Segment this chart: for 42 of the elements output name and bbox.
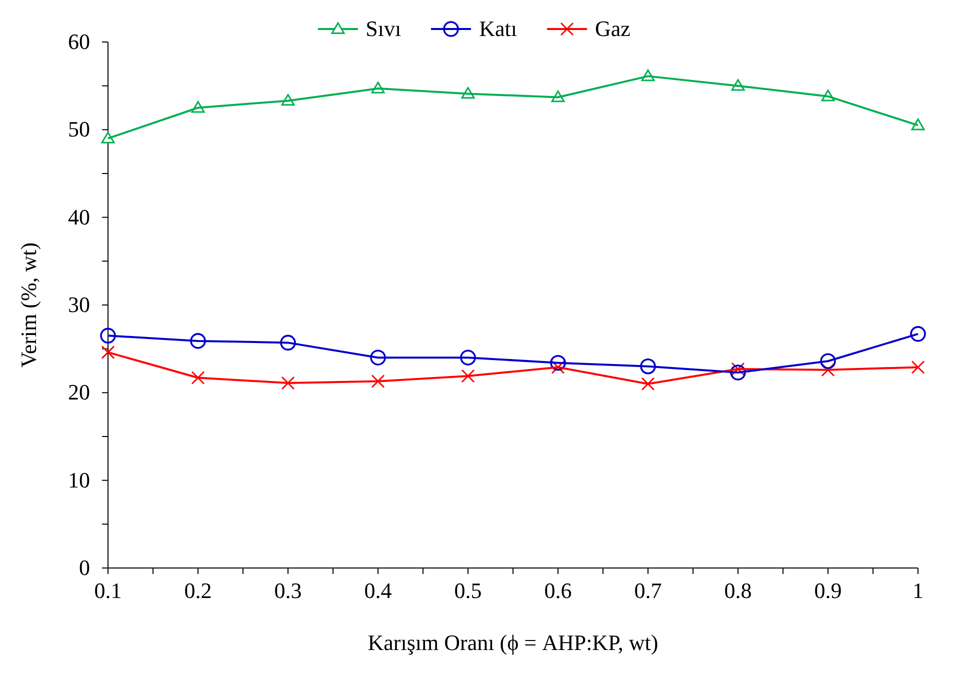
x-tick-label: 0.4	[364, 578, 392, 603]
x-tick-label: 0.6	[544, 578, 572, 603]
y-tick-label: 10	[68, 467, 90, 492]
point	[100, 328, 116, 344]
point	[731, 362, 745, 376]
x-tick-label: 0.3	[274, 578, 302, 603]
point	[640, 358, 656, 374]
x-axis-title: Karışım Oranı (ϕ = AHP:KP, wt)	[368, 630, 658, 655]
x-tick-label: 0.9	[814, 578, 842, 603]
y-tick-label: 50	[68, 116, 90, 142]
point	[460, 350, 476, 366]
point	[911, 360, 925, 374]
x-tick-label: 0.8	[724, 578, 752, 603]
point	[101, 346, 115, 360]
legend-label: Sıvı	[364, 16, 402, 42]
y-tick-label: 0	[79, 555, 90, 580]
x-tick-label: 0.1	[94, 578, 122, 603]
point	[370, 350, 386, 366]
y-axis-title: Verim (%, wt)	[16, 242, 41, 368]
point	[280, 334, 296, 351]
x-tick-label: 1	[912, 578, 924, 603]
x-tick-label: 0.2	[184, 578, 212, 603]
point	[730, 364, 746, 380]
x-tick-label: 0.7	[634, 578, 662, 603]
point	[281, 376, 295, 390]
point	[191, 371, 205, 385]
x-tick-label: 0.5	[454, 578, 482, 603]
point	[190, 333, 206, 349]
y-tick-label: 40	[68, 204, 90, 230]
point	[371, 374, 385, 388]
y-tick-label: 30	[68, 292, 90, 317]
point	[820, 353, 836, 370]
legend-label: Katı	[478, 16, 517, 42]
y-tick-label: 60	[68, 29, 90, 54]
point	[641, 377, 655, 391]
point	[821, 363, 835, 377]
y-tick-label: 20	[68, 380, 90, 405]
point	[910, 326, 926, 342]
point	[550, 354, 566, 371]
point	[551, 360, 565, 374]
point	[461, 369, 475, 383]
legend-label: Gaz	[594, 16, 630, 42]
